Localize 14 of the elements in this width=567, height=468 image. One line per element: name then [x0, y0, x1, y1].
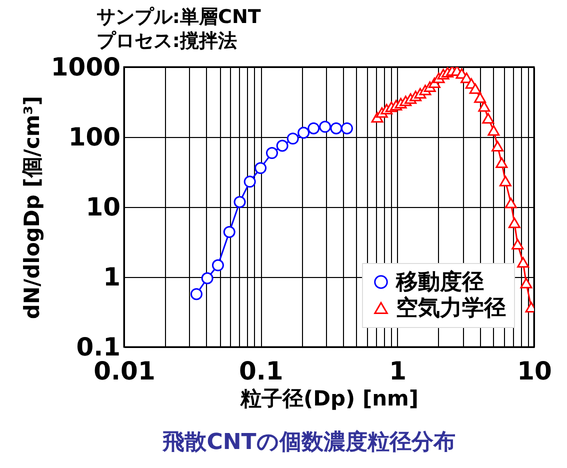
y-tick-label: 10: [86, 192, 120, 222]
text: プロセス:撹拌法: [96, 30, 238, 52]
text: サンプル:単層CNT: [96, 6, 261, 28]
y-tick-label: 1000: [50, 52, 120, 82]
text: 飛散CNTの個数濃度粒径分布: [162, 429, 456, 455]
legend-label: 移動度径: [395, 269, 484, 295]
x-tick-label: 1: [389, 356, 407, 386]
y-tick-label: 1: [103, 262, 120, 292]
y-tick-label: 100: [68, 122, 120, 152]
legend-label: 空気力学径: [396, 295, 506, 321]
x-tick-label: 10: [517, 356, 552, 386]
y-axis-title: dN/dlogDp [個/cm³]: [20, 96, 44, 320]
x-axis-title: 粒子径(Dp) [nm]: [240, 386, 418, 410]
x-tick-label: 0.1: [239, 356, 284, 386]
